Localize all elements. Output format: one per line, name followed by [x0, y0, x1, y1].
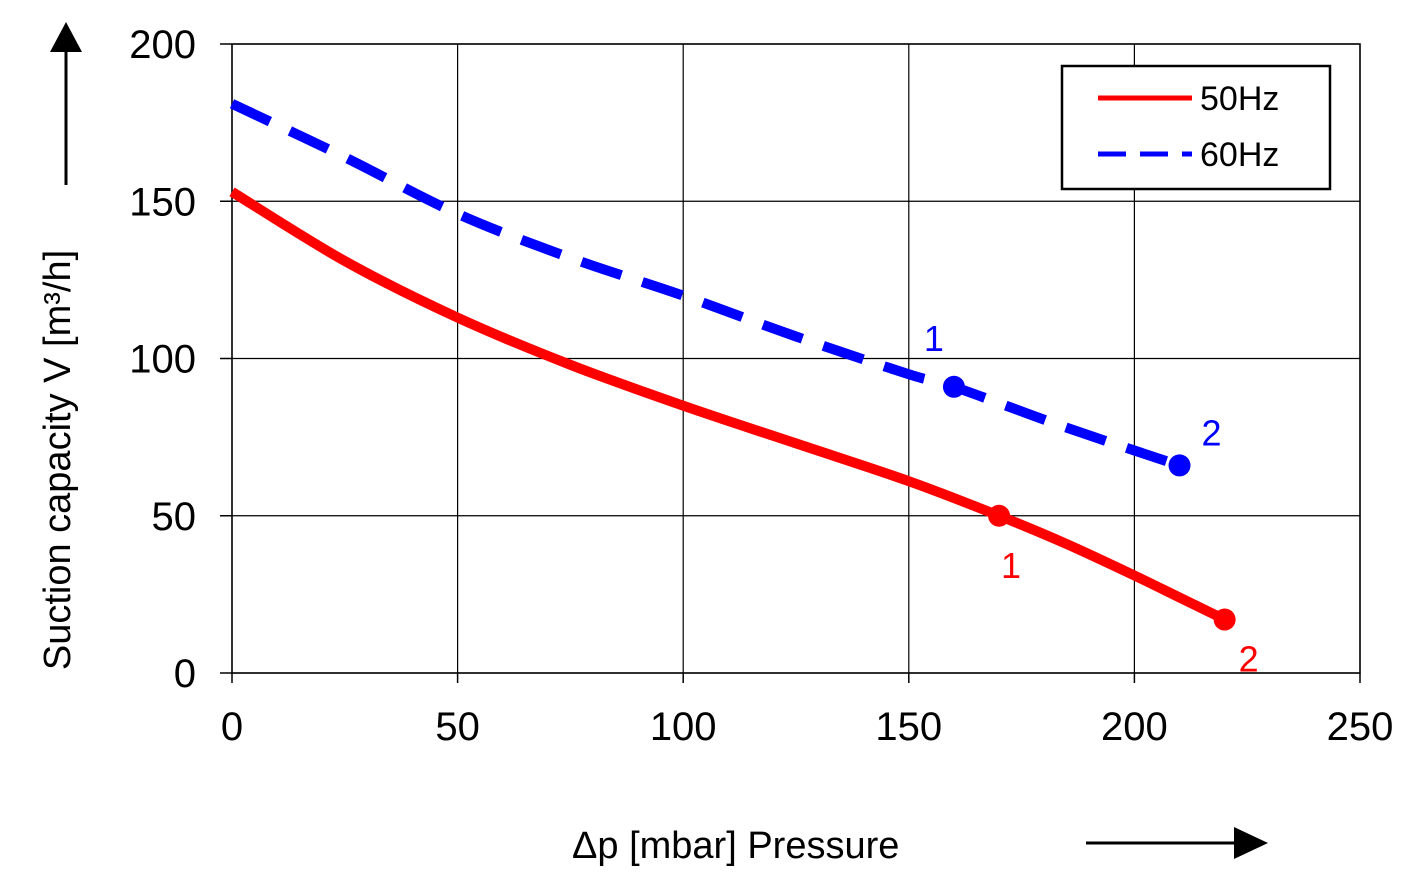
marker-label: 2	[1239, 639, 1259, 680]
marker-label: 2	[1202, 412, 1222, 453]
y-axis-ticks: 0 50 100 150 200	[129, 23, 232, 696]
series-line-60hz	[229, 99, 1182, 471]
x-tick-label: 200	[1101, 705, 1168, 749]
x-tick-label: 250	[1327, 705, 1394, 749]
x-tick-label: 50	[435, 705, 480, 749]
series-line-50hz	[229, 187, 1227, 625]
x-axis-arrow-icon	[1086, 827, 1268, 859]
legend-label: 50Hz	[1200, 80, 1279, 118]
series-marker-60hz	[1168, 454, 1191, 477]
x-tick-label: 100	[650, 705, 717, 749]
marker-label: 1	[924, 318, 944, 359]
y-tick-label: 200	[129, 23, 196, 67]
legend-box	[1060, 64, 1332, 191]
x-tick-label: 150	[875, 705, 942, 749]
x-axis-label: Δp [mbar] Pressure	[572, 825, 899, 867]
y-tick-label: 0	[174, 652, 196, 696]
series-marker-50hz	[988, 504, 1011, 527]
y-tick-label: 150	[129, 180, 196, 224]
y-axis-arrow-icon	[50, 22, 82, 185]
series-marker-60hz	[942, 375, 965, 398]
x-axis-ticks: 0 50 100 150 200 250	[221, 673, 1394, 749]
y-tick-label: 100	[129, 338, 196, 382]
series-group: 1 2 1 2	[229, 99, 1259, 680]
y-axis-label: Suction capacity V [m³/h]	[37, 250, 79, 670]
x-tick-label: 0	[221, 705, 243, 749]
y-tick-label: 50	[152, 495, 197, 539]
legend: 50Hz 60Hz	[1060, 64, 1332, 191]
legend-label: 60Hz	[1200, 136, 1279, 174]
series-marker-50hz	[1213, 608, 1236, 631]
marker-label: 1	[1001, 545, 1021, 586]
